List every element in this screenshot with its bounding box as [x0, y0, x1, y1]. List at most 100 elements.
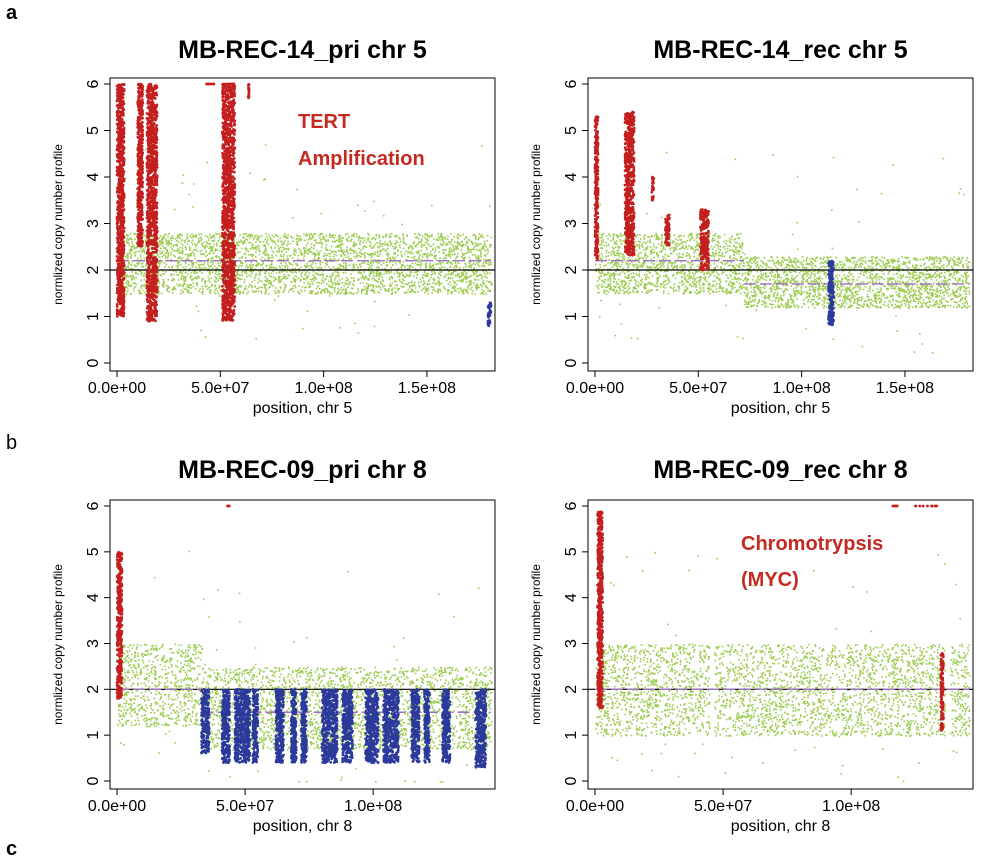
y-axis-label: normlized copy number profile	[529, 564, 543, 725]
y-tick-label: 3	[85, 219, 102, 228]
gain-cluster	[226, 504, 231, 508]
plot-frame	[587, 499, 974, 790]
gain-cluster	[221, 82, 237, 322]
x-tick-label: 1.0e+08	[294, 380, 352, 397]
y-tick-label: 4	[563, 172, 580, 181]
panel-letter-b: b	[6, 432, 18, 454]
y-tick-label: 6	[85, 501, 102, 510]
y-tick-label: 5	[85, 547, 102, 556]
loss-cluster	[341, 688, 355, 764]
x-tick-label: 1.0e+08	[772, 380, 830, 397]
y-axis-label: normlized copy number profile	[51, 144, 65, 305]
gain-cluster	[914, 504, 939, 508]
gain-cluster	[226, 82, 236, 86]
x-tick-label: 0.0e+00	[88, 380, 146, 397]
plot-frame	[109, 499, 496, 790]
loss-cluster	[220, 688, 232, 764]
gain-cluster	[650, 175, 656, 202]
gain-cluster	[115, 83, 126, 318]
x-tick-label: 5.0e+07	[669, 380, 727, 397]
y-axis-label: normlized copy number profile	[529, 144, 543, 305]
y-axis-label: normlized copy number profile	[51, 564, 65, 725]
normal-points	[595, 151, 971, 354]
y-tick-label: 6	[85, 79, 102, 88]
y-tick-label: 4	[85, 593, 102, 602]
plot-mb-rec-14-rec-chr5: MB-REC-14_rec chr 5 0 1 2 3 4 5 6 normlized copy…	[529, 36, 974, 417]
y-tick-label: 1	[563, 731, 580, 740]
y-tick-label: 0	[85, 358, 102, 367]
y-tick-label: 6	[563, 501, 580, 510]
plot-mb-rec-09-rec-chr8: MB-REC-09_rec chr 8 0 1 2 3 4 5 6 normlized copy…	[529, 456, 974, 835]
gain-cluster	[891, 504, 899, 508]
annotation-label: Amplification	[298, 148, 425, 170]
loss-cluster	[474, 688, 488, 769]
y-tick-label: 1	[563, 312, 580, 321]
loss-cluster	[251, 688, 260, 764]
gain-cluster	[145, 82, 159, 323]
loss-cluster	[289, 687, 298, 764]
y-tick-label: 0	[563, 358, 580, 367]
y-tick-label: 4	[563, 593, 580, 602]
gain-cluster	[136, 82, 145, 248]
y-tick-label: 2	[85, 685, 102, 694]
loss-cluster	[300, 687, 309, 764]
y-tick-label: 4	[85, 172, 102, 181]
gain-cluster	[593, 115, 600, 261]
x-tick-label: 0.0e+00	[88, 798, 146, 815]
y-tick-label: 3	[85, 639, 102, 648]
loss-cluster	[364, 688, 380, 765]
loss-cluster	[320, 688, 339, 765]
gain-cluster	[596, 510, 605, 709]
y-tick-label: 5	[85, 126, 102, 135]
annotation-label: Chromotrypsis	[741, 533, 883, 555]
loss-cluster	[827, 259, 835, 327]
chart-title: MB-REC-09_rec chr 8	[653, 456, 907, 484]
chart-title: MB-REC-14_rec chr 5	[653, 36, 907, 64]
gain-cluster	[246, 83, 251, 100]
normal-points	[595, 544, 971, 783]
annotation-label: TERT	[298, 111, 350, 133]
loss-cluster	[423, 688, 431, 764]
x-tick-label: 0.0e+00	[566, 380, 624, 397]
x-axis-label: position, chr 5	[253, 400, 353, 417]
panel-letter-a: a	[6, 2, 18, 24]
x-tick-label: 5.0e+07	[216, 798, 274, 815]
y-tick-label: 3	[563, 639, 580, 648]
x-tick-label: 5.0e+07	[694, 798, 752, 815]
normal-points	[117, 144, 493, 340]
y-tick-label: 2	[563, 685, 580, 694]
y-tick-label: 0	[85, 776, 102, 785]
chart-title: MB-REC-14_pri chr 5	[178, 36, 427, 64]
loss-cluster	[382, 688, 401, 764]
x-tick-label: 1.5e+08	[876, 380, 934, 397]
loss-cluster	[200, 688, 211, 755]
y-tick-label: 5	[563, 547, 580, 556]
loss-cluster	[410, 687, 421, 764]
x-tick-label: 5.0e+07	[191, 380, 249, 397]
y-tick-label: 0	[563, 776, 580, 785]
x-axis-label: position, chr 5	[731, 400, 831, 417]
plot-frame	[109, 77, 496, 372]
x-axis-label: position, chr 8	[731, 818, 831, 835]
y-tick-label: 3	[563, 219, 580, 228]
gain-cluster	[623, 110, 636, 257]
loss-cluster	[441, 688, 452, 764]
gain-cluster	[699, 208, 710, 272]
y-tick-label: 1	[85, 731, 102, 740]
gain-cluster	[205, 82, 216, 86]
gain-cluster	[115, 550, 124, 700]
plot-mb-rec-09-pri-chr8: MB-REC-09_pri chr 8 0 1 2 3 4 5 6 normlized copy…	[51, 456, 496, 835]
y-tick-label: 2	[563, 265, 580, 274]
loss-cluster	[233, 687, 252, 764]
loss-cluster	[274, 688, 285, 764]
gain-cluster	[663, 213, 671, 247]
x-tick-label: 0.0e+00	[566, 798, 624, 815]
plot-mb-rec-14-pri-chr5: MB-REC-14_pri chr 5 0 1 2 3 4 5 6 normlized copy…	[51, 36, 496, 417]
x-tick-label: 1.0e+08	[822, 798, 880, 815]
gain-cluster	[939, 652, 945, 732]
y-tick-label: 6	[563, 79, 580, 88]
x-tick-label: 1.0e+08	[344, 798, 402, 815]
y-tick-label: 5	[563, 126, 580, 135]
y-tick-label: 2	[85, 265, 102, 274]
panel-letter-c: c	[6, 838, 18, 860]
